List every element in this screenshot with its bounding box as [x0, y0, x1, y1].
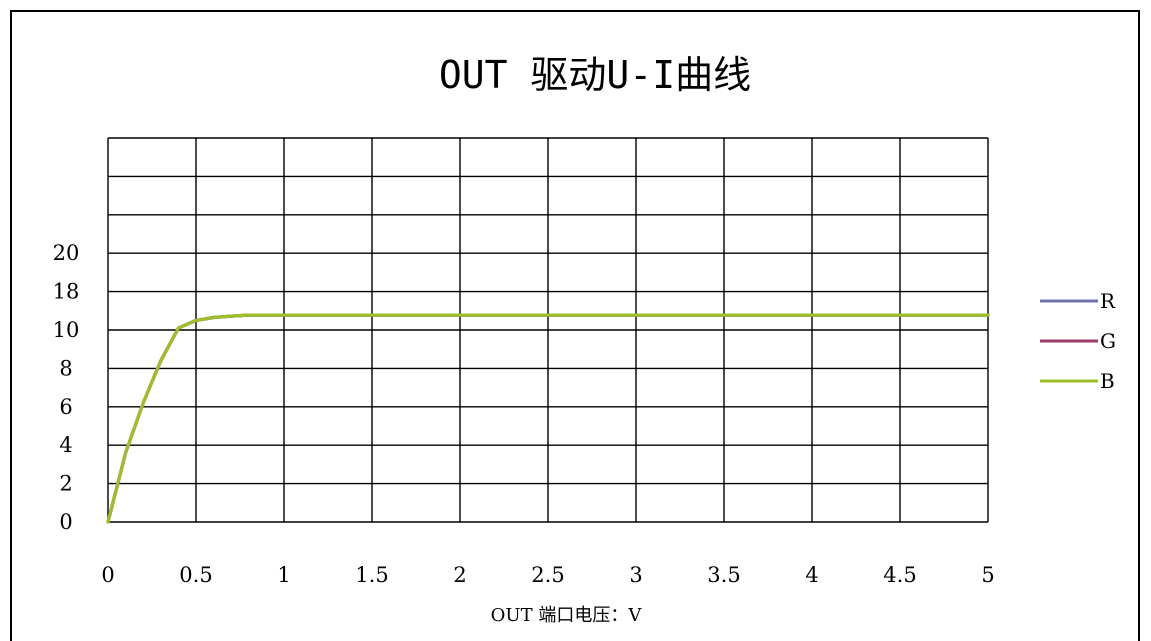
x-tick-label: 1.5 — [355, 563, 388, 587]
x-tick-label: 4 — [805, 563, 818, 587]
y-tick-label: 8 — [59, 356, 72, 380]
x-tick-label: 5 — [981, 563, 994, 587]
x-tick-label: 0.5 — [179, 563, 212, 587]
y-tick-labels: 0 2 4 6 8 10 18 20 — [53, 241, 80, 534]
grid — [107, 137, 989, 523]
y-tick-label: 20 — [53, 241, 80, 265]
x-tick-label: 2 — [453, 563, 466, 587]
x-tick-label: 3.5 — [707, 563, 740, 587]
legend: RGB — [1040, 289, 1116, 393]
series-line-b — [106, 313, 990, 524]
series-lines — [106, 313, 990, 524]
x-tick-label: 0 — [101, 563, 114, 587]
y-tick-label: 6 — [59, 395, 72, 419]
legend-label-b: B — [1100, 369, 1115, 393]
x-tick-label: 4.5 — [883, 563, 916, 587]
x-tick-label: 2.5 — [531, 563, 564, 587]
y-tick-label: 0 — [59, 510, 72, 534]
chart-title: OUT 驱动U-I曲线 — [439, 53, 751, 97]
y-tick-label: 2 — [59, 472, 72, 496]
x-axis-label: OUT 端口电压：V — [491, 605, 643, 626]
chart-frame — [10, 10, 1140, 641]
y-tick-label: 10 — [53, 318, 80, 342]
y-tick-label: 4 — [59, 433, 72, 457]
legend-label-r: R — [1100, 289, 1116, 313]
legend-label-g: G — [1100, 329, 1116, 353]
x-tick-labels: 0 0.5 1 1.5 2 2.5 3 3.5 4 4.5 5 — [101, 563, 994, 587]
x-tick-label: 3 — [629, 563, 642, 587]
y-tick-label: 18 — [53, 280, 80, 304]
x-tick-label: 1 — [277, 563, 290, 587]
